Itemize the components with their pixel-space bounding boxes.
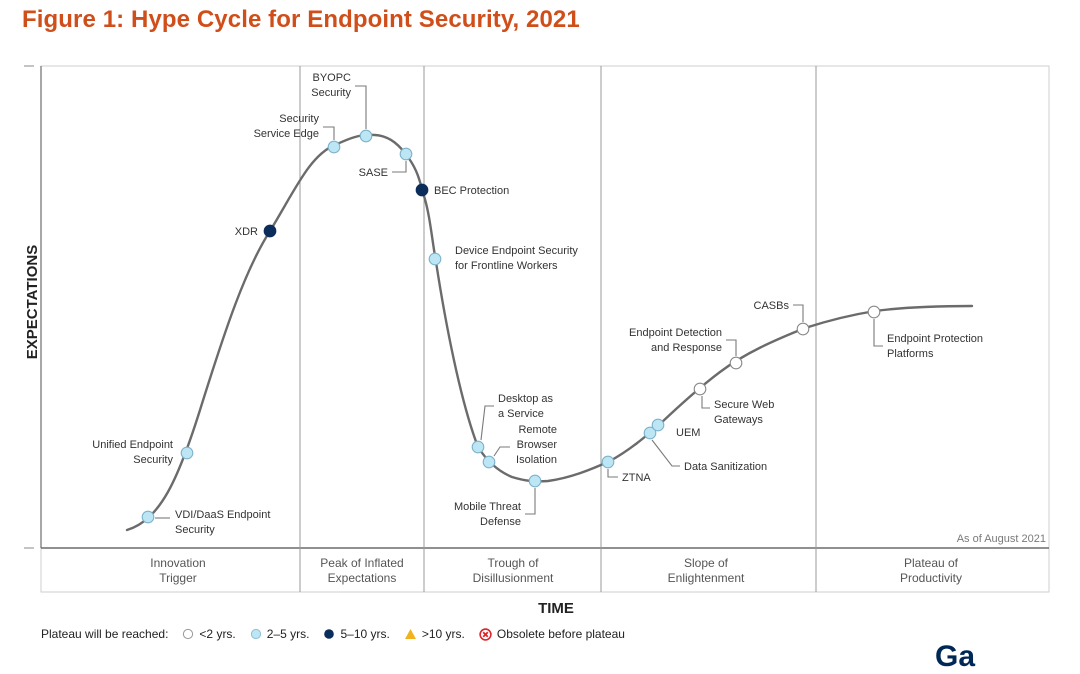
leader-line-secure-web-gateways: [701, 396, 710, 409]
legend-label: <2 yrs.: [199, 627, 236, 641]
tech-label-uem: UEM: [676, 427, 700, 439]
tech-label-casbs: CASBs: [754, 300, 790, 312]
leader-line-data-sanitization: [651, 439, 680, 467]
tech-label-xdr: XDR: [235, 226, 258, 238]
leader-line-desktop-as-a-service: [480, 405, 494, 441]
tech-point-device-endpoint-security-for-frontline-workers[interactable]: [428, 252, 442, 266]
legend-dark-blue-circle-icon: [324, 629, 335, 639]
phase-label: Trigger: [159, 571, 197, 585]
tech-label-sase: SASE: [359, 167, 388, 179]
legend-label: >10 yrs.: [421, 627, 465, 641]
tech-point-vdi-daas-endpoint-security[interactable]: [141, 510, 155, 524]
leader-line-sase: [392, 161, 407, 173]
phase-label: Peak of Inflated: [320, 556, 403, 570]
phase-label: Slope of: [684, 556, 729, 570]
tech-point-data-sanitization[interactable]: [643, 426, 657, 440]
y-axis-title: EXPECTATIONS: [24, 245, 41, 359]
legend-obsolete-x-icon: [479, 627, 492, 641]
tech-point-endpoint-protection-platforms[interactable]: [867, 305, 881, 319]
legend-label: Obsolete before plateau: [496, 627, 625, 641]
tech-point-byopc-security[interactable]: [359, 129, 373, 143]
legend-light-blue-circle-icon: [250, 628, 261, 640]
tech-point-uem[interactable]: [651, 418, 665, 432]
tech-label-byopc-security: BYOPC Security: [311, 72, 351, 99]
tech-label-device-endpoint-security-for-frontline-workers: Device Endpoint Security for Frontline Wo…: [455, 245, 578, 272]
hype-curve: [125, 133, 974, 532]
phase-label: Trough of: [488, 556, 540, 570]
tech-label-endpoint-detection-and-response: Endpoint Detection and Response: [629, 327, 722, 354]
legend-item-obsolete: Obsolete before plateau: [479, 627, 625, 641]
legend-item-lt2: <2 yrs.: [182, 627, 236, 641]
leader-line-endpoint-protection-platforms: [873, 319, 883, 347]
tech-point-bec-protection[interactable]: [415, 183, 429, 197]
hype-cycle-chart: VDI/DaaS Endpoint Security Unified Endpoin…: [24, 65, 1050, 617]
phase-label: Productivity: [900, 571, 962, 585]
phase-label: Expectations: [328, 571, 397, 585]
tech-point-endpoint-detection-and-response[interactable]: [729, 356, 743, 370]
tech-point-casbs[interactable]: [796, 322, 810, 336]
legend-prefix: Plateau will be reached:: [41, 627, 169, 641]
legend-open-circle-icon: [183, 628, 194, 640]
tech-label-secure-web-gateways: Secure Web Gateways: [714, 399, 774, 426]
tech-point-remote-browser-isolation[interactable]: [482, 455, 496, 469]
tech-label-vdi-daas-endpoint-security: VDI/DaaS Endpoint Security: [175, 509, 270, 536]
leader-line-casbs: [793, 304, 804, 322]
legend-item-2to5: 2–5 yrs.: [250, 627, 310, 641]
phase-label: Innovation: [150, 556, 205, 570]
tech-point-sase[interactable]: [399, 147, 413, 161]
tech-point-ztna[interactable]: [601, 455, 615, 469]
tech-label-ztna: ZTNA: [622, 472, 651, 484]
phase-label: Disillusionment: [473, 571, 554, 585]
phase-label: Enlightenment: [668, 571, 745, 585]
tech-label-mobile-threat-defense: Mobile Threat Defense: [454, 501, 521, 528]
phase-label: Plateau of: [904, 556, 959, 570]
leader-line-mobile-threat-defense: [525, 488, 536, 515]
leader-line-byopc-security: [355, 85, 367, 129]
tech-label-unified-endpoint-security: Unified Endpoint Security: [92, 439, 173, 466]
tech-point-unified-endpoint-security[interactable]: [180, 446, 194, 460]
as-of-note: As of August 2021: [957, 533, 1046, 545]
tech-label-remote-browser-isolation: Remote Browser Isolation: [516, 424, 557, 466]
tech-label-bec-protection: BEC Protection: [434, 185, 509, 197]
legend-label: 2–5 yrs.: [266, 627, 310, 641]
tech-point-xdr[interactable]: [263, 224, 277, 238]
figure-title: Figure 1: Hype Cycle for Endpoint Securi…: [22, 6, 580, 33]
legend: Plateau will be reached: <2 yrs. 2–5 yrs…: [41, 627, 625, 641]
legend-label: 5–10 yrs.: [340, 627, 390, 641]
tech-label-endpoint-protection-platforms: Endpoint Protection Platforms: [887, 333, 983, 360]
tech-label-desktop-as-a-service: Desktop as a Service: [498, 393, 554, 420]
tech-point-desktop-as-a-service[interactable]: [471, 440, 485, 454]
tech-point-security-service-edge[interactable]: [327, 140, 341, 154]
legend-triangle-icon: [404, 629, 416, 639]
tech-point-secure-web-gateways[interactable]: [693, 382, 707, 396]
legend-item-5to10: 5–10 yrs.: [323, 627, 390, 641]
tech-point-mobile-threat-defense[interactable]: [528, 474, 542, 488]
x-axis-title: TIME: [538, 600, 574, 617]
gartner-logo: Ga: [935, 640, 976, 673]
legend-item-gt10: >10 yrs.: [404, 627, 465, 641]
leader-line-endpoint-detection-and-response: [726, 339, 737, 356]
leader-line-remote-browser-isolation: [493, 446, 510, 457]
leader-line-ztna: [607, 469, 618, 478]
tech-label-data-sanitization: Data Sanitization: [684, 461, 767, 473]
leader-line-security-service-edge: [323, 126, 335, 140]
tech-label-security-service-edge: Security Service Edge: [254, 113, 320, 140]
